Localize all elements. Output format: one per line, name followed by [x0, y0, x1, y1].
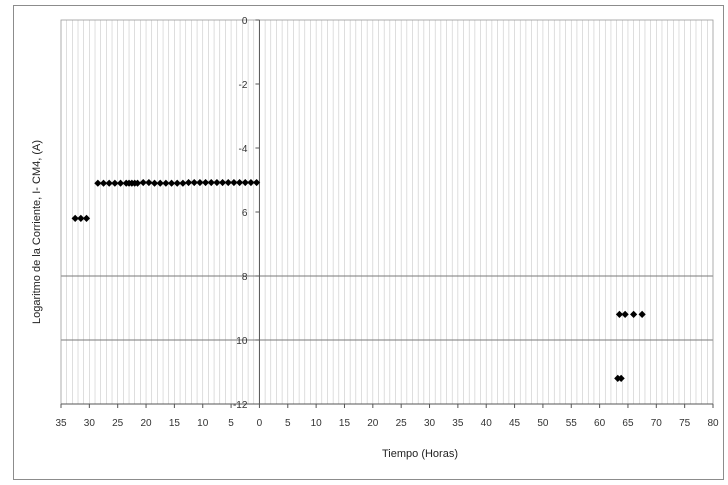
- data-point: [638, 310, 646, 318]
- data-point: [184, 178, 193, 187]
- data-point: [105, 179, 113, 187]
- x-tick-label: 45: [509, 418, 521, 429]
- data-point: [77, 214, 85, 222]
- x-tick-label: 20: [367, 418, 379, 429]
- x-tick-label: 25: [112, 418, 124, 429]
- data-point: [235, 178, 244, 187]
- y-tick-label: 6: [242, 208, 248, 219]
- data-point: [111, 179, 119, 187]
- y-tick-label: 0: [242, 16, 248, 27]
- data-point: [213, 178, 221, 187]
- x-tick-label: 10: [311, 418, 323, 429]
- x-tick-label: 65: [622, 418, 634, 429]
- x-tick-label: 5: [228, 418, 234, 429]
- x-tick-label: 70: [651, 418, 663, 429]
- data-point: [99, 179, 108, 187]
- x-tick-label: 30: [424, 418, 436, 429]
- data-point: [190, 178, 198, 187]
- x-tick-labels: 35 30 25 20 15 10 5 0 5 10 15 20 25 30 35 40 45 50 55 60 65 7…: [55, 418, 719, 429]
- data-point: [207, 178, 215, 187]
- data-points: [71, 178, 646, 382]
- data-point: [116, 179, 125, 187]
- x-tick-label: 50: [537, 418, 549, 429]
- x-tick-label: 40: [481, 418, 493, 429]
- x-tick-label: 35: [55, 418, 67, 429]
- y-tick-label: -4: [239, 144, 248, 155]
- axes: [60, 19, 714, 408]
- y-tick-label: -2: [239, 80, 248, 91]
- x-tick-label: 15: [169, 418, 181, 429]
- data-point: [617, 374, 625, 382]
- data-point: [150, 179, 159, 187]
- data-point: [201, 178, 210, 187]
- data-point: [162, 179, 170, 187]
- x-tick-label: 30: [84, 418, 96, 429]
- data-point: [173, 179, 181, 187]
- y-tick-label: -12: [233, 400, 248, 411]
- x-tick-label: 60: [594, 418, 606, 429]
- data-point: [615, 310, 624, 318]
- y-tick-label: 10: [236, 336, 248, 347]
- data-point: [224, 178, 232, 187]
- x-tick-label: 25: [396, 418, 408, 429]
- data-point: [82, 214, 91, 222]
- data-point: [133, 179, 142, 187]
- data-point: [94, 179, 102, 187]
- data-point: [145, 178, 153, 187]
- data-point: [167, 179, 176, 187]
- x-tick-label: 80: [707, 418, 719, 429]
- x-tick-label: 0: [257, 418, 263, 429]
- x-tick-label: 5: [285, 418, 291, 429]
- data-point: [230, 178, 238, 187]
- y-axis-title: Logaritmo de la Corriente, I- CM4, (A): [31, 140, 43, 324]
- data-point: [196, 178, 204, 187]
- grid: [60, 19, 714, 405]
- y-tick-label: 8: [242, 272, 248, 283]
- data-point: [630, 310, 638, 318]
- x-tick-label: 75: [679, 418, 691, 429]
- data-point: [241, 178, 249, 187]
- data-point: [71, 214, 79, 222]
- x-tick-label: 20: [140, 418, 152, 429]
- y-tick-labels: 0 -2 -4 6 8 10 -12: [233, 16, 248, 411]
- data-point: [621, 310, 629, 318]
- data-point: [247, 178, 255, 187]
- x-axis-title: Tiempo (Horas): [382, 448, 458, 460]
- data-point: [179, 179, 187, 187]
- data-point: [156, 179, 164, 187]
- data-point: [218, 178, 227, 187]
- data-point: [253, 178, 261, 187]
- plot-area-border: [60, 19, 714, 405]
- x-tick-label: 55: [566, 418, 578, 429]
- x-tick-label: 15: [339, 418, 351, 429]
- data-point: [139, 178, 147, 187]
- x-tick-label: 10: [197, 418, 209, 429]
- x-tick-label: 35: [452, 418, 464, 429]
